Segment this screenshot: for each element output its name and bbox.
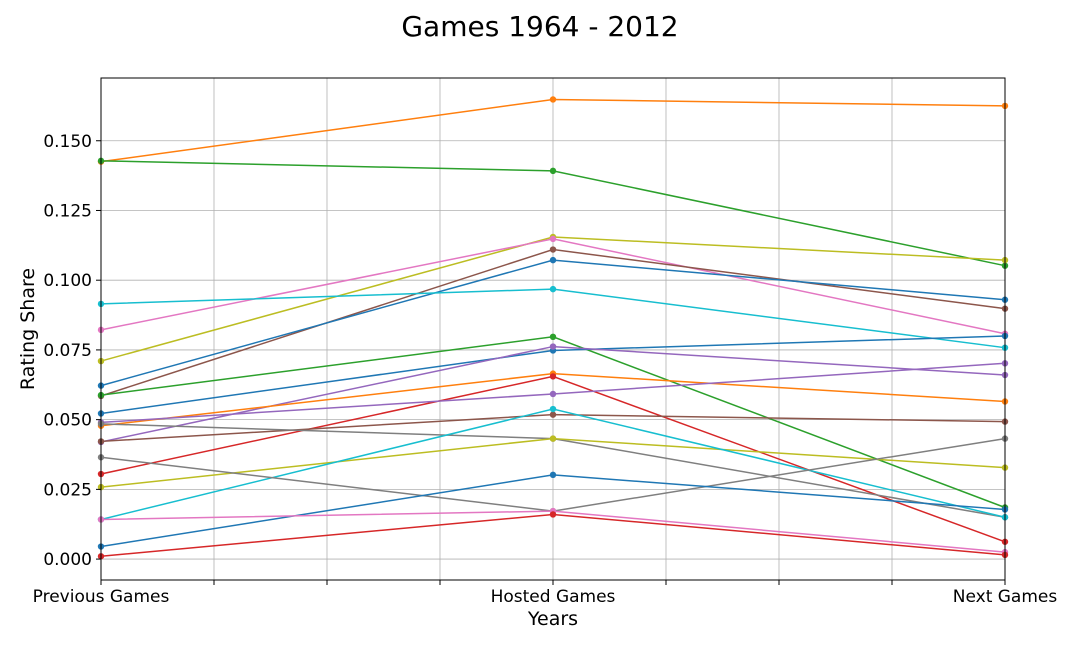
series-19 [97, 471, 1009, 550]
x-axis: Previous Games Hosted Games Next Games [33, 580, 1058, 607]
data-point [549, 390, 557, 398]
data-point [549, 411, 557, 418]
data-point [549, 511, 557, 518]
grid [100, 78, 1006, 580]
series-layer [97, 96, 1009, 560]
y-tick-label: 0.125 [43, 201, 92, 221]
data-point [549, 333, 557, 341]
data-point [549, 471, 557, 479]
series-8 [97, 333, 1009, 511]
data-point [549, 435, 557, 442]
data-point [549, 256, 557, 264]
data-point [549, 246, 557, 253]
series-14 [97, 411, 1009, 445]
series-16 [97, 435, 1009, 491]
data-point [549, 167, 557, 175]
x-tick-label: Previous Games [33, 587, 170, 607]
x-tick-label: Hosted Games [491, 587, 616, 607]
y-tick-label: 0.000 [43, 550, 92, 570]
data-point [549, 405, 557, 413]
y-tick-label: 0.075 [43, 341, 92, 361]
series-9 [97, 332, 1009, 417]
y-axis: 0.000 0.025 0.050 0.075 0.100 0.125 0.150 [43, 132, 101, 570]
data-point [549, 285, 557, 293]
data-point [549, 343, 557, 350]
x-axis-label: Years [527, 608, 578, 630]
y-axis-label: Rating Share [17, 268, 39, 390]
y-tick-label: 0.150 [43, 132, 92, 152]
data-point [549, 96, 557, 103]
data-point [549, 373, 557, 380]
chart-title: Games 1964 - 2012 [401, 10, 678, 43]
y-tick-label: 0.025 [43, 480, 92, 500]
x-tick-label: Next Games [953, 587, 1058, 607]
data-point [549, 235, 557, 243]
y-tick-label: 0.100 [43, 271, 92, 291]
y-tick-label: 0.050 [43, 411, 92, 431]
